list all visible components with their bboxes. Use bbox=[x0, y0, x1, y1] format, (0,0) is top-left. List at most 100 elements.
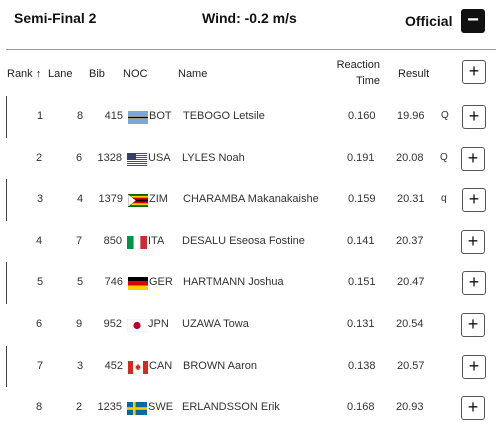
expand-row-button[interactable]: + bbox=[462, 354, 486, 379]
expand-row-button[interactable]: + bbox=[461, 312, 485, 337]
result-cell: 19.96 bbox=[397, 110, 425, 122]
expand-row-button[interactable]: + bbox=[462, 105, 486, 129]
lane-cell: 5 bbox=[77, 276, 84, 289]
table-row[interactable]: 7 3 452 CAN BROWN Aaron 0.138 20.57 + bbox=[6, 345, 500, 388]
lane-column-header: Lane bbox=[48, 68, 73, 80]
table-row[interactable]: 6 9 952 JPN UZAWA Towa 0.131 20.54 + bbox=[6, 304, 500, 346]
reaction-time-column-header: Reaction Time bbox=[336, 57, 380, 89]
table-row[interactable]: 2 6 1328 USA LYLES Noah 0.191 20.08 Q + bbox=[6, 138, 500, 180]
athlete-name-cell: TEBOGO Letsile bbox=[183, 110, 265, 122]
noc-cell: SWE bbox=[148, 401, 174, 414]
bib-cell: 1235 bbox=[97, 401, 122, 414]
reaction-time-cell: 0.168 bbox=[347, 401, 375, 414]
lane-cell: 8 bbox=[77, 110, 84, 122]
wind-reading: Wind: -0.2 m/s bbox=[202, 10, 297, 26]
rank-cell: 6 bbox=[36, 317, 43, 330]
result-column-header: Result bbox=[398, 68, 430, 80]
table-row[interactable]: 1 8 415 BOT TEBOGO Letsile 0.160 19.96 Q… bbox=[6, 96, 500, 138]
expand-row-button[interactable]: + bbox=[461, 146, 485, 171]
rank-cell: 4 bbox=[36, 234, 43, 247]
noc-cell: BOT bbox=[149, 110, 172, 122]
expand-row-button[interactable]: + bbox=[461, 396, 485, 421]
rank-cell: 8 bbox=[36, 401, 43, 414]
lane-cell: 2 bbox=[76, 401, 83, 414]
botswana-flag-icon bbox=[128, 111, 148, 124]
bib-cell: 850 bbox=[103, 234, 122, 247]
lane-cell: 9 bbox=[76, 317, 83, 330]
expand-row-button[interactable]: + bbox=[461, 229, 485, 254]
table-row[interactable]: 8 2 1235 SWE ERLANDSSON Erik 0.168 20.93… bbox=[6, 387, 500, 429]
reaction-header-line1: Reaction bbox=[336, 59, 380, 71]
bib-column-header: Bib bbox=[89, 68, 105, 80]
collapse-button[interactable]: − bbox=[461, 9, 485, 33]
result-cell: 20.31 bbox=[397, 193, 425, 206]
rank-cell: 7 bbox=[37, 359, 44, 372]
lane-cell: 3 bbox=[77, 359, 84, 372]
usa-flag-icon bbox=[127, 152, 147, 166]
lane-cell: 6 bbox=[76, 151, 83, 164]
bib-cell: 952 bbox=[103, 317, 122, 330]
rank-column-header[interactable]: Rank ↑ bbox=[7, 68, 42, 80]
reaction-time-cell: 0.151 bbox=[348, 276, 376, 289]
header-divider bbox=[6, 49, 496, 50]
lane-cell: 4 bbox=[77, 193, 84, 206]
bib-cell: 452 bbox=[104, 359, 123, 372]
japan-flag-icon bbox=[127, 318, 147, 332]
result-cell: 20.93 bbox=[396, 401, 424, 414]
table-row[interactable]: 4 7 850 ITA DESALU Eseosa Fostine 0.141 … bbox=[6, 221, 500, 263]
bib-cell: 415 bbox=[104, 110, 123, 122]
noc-cell: CAN bbox=[149, 359, 173, 372]
athlete-name-cell: UZAWA Towa bbox=[182, 317, 249, 330]
germany-flag-icon bbox=[128, 277, 148, 291]
noc-cell: ITA bbox=[148, 234, 165, 247]
result-cell: 20.54 bbox=[396, 317, 424, 330]
reaction-time-cell: 0.131 bbox=[347, 317, 375, 330]
athlete-name-cell: CHARAMBA Makanakaishe bbox=[183, 193, 319, 206]
result-cell: 20.08 bbox=[396, 151, 424, 164]
athlete-name-cell: HARTMANN Joshua bbox=[183, 276, 284, 289]
italy-flag-icon bbox=[127, 235, 147, 249]
bib-cell: 1379 bbox=[98, 193, 123, 206]
name-column-header: Name bbox=[178, 68, 208, 80]
reaction-time-cell: 0.160 bbox=[348, 110, 376, 122]
noc-column-header: NOC bbox=[123, 68, 148, 80]
rank-cell: 5 bbox=[37, 276, 44, 289]
table-row[interactable]: 3 4 1379 ZIM CHARAMBA Makanakaishe 0.159… bbox=[6, 179, 500, 221]
results-header: Semi-Final 2 Wind: -0.2 m/s Official − bbox=[0, 0, 500, 50]
athlete-name-cell: DESALU Eseosa Fostine bbox=[182, 234, 305, 247]
zimbabwe-flag-icon bbox=[128, 194, 148, 208]
reaction-time-cell: 0.191 bbox=[347, 151, 375, 164]
bib-cell: 1328 bbox=[97, 151, 122, 164]
lane-cell: 7 bbox=[76, 234, 83, 247]
result-cell: 20.57 bbox=[397, 359, 425, 372]
expand-row-button[interactable]: + bbox=[462, 188, 486, 213]
table-row[interactable]: 5 5 746 GER HARTMANN Joshua 0.151 20.47 … bbox=[6, 262, 500, 304]
athlete-name-cell: LYLES Noah bbox=[182, 151, 245, 164]
athlete-name-cell: BROWN Aaron bbox=[183, 359, 257, 372]
qualification-mark: q bbox=[441, 193, 447, 205]
canada-flag-icon bbox=[128, 360, 148, 374]
noc-cell: JPN bbox=[148, 317, 169, 330]
reaction-header-line2: Time bbox=[355, 75, 380, 87]
athlete-name-cell: ERLANDSSON Erik bbox=[182, 401, 280, 414]
expand-row-button[interactable]: + bbox=[462, 271, 486, 296]
result-cell: 20.47 bbox=[397, 276, 425, 289]
noc-cell: ZIM bbox=[149, 193, 168, 206]
qualification-mark: Q bbox=[440, 151, 448, 163]
rank-cell: 3 bbox=[37, 193, 44, 206]
noc-cell: USA bbox=[148, 151, 171, 164]
reaction-time-cell: 0.141 bbox=[347, 234, 375, 247]
qualification-mark: Q bbox=[441, 110, 449, 121]
table-header: Rank ↑ Lane Bib NOC Name Reaction Time R… bbox=[0, 52, 500, 94]
reaction-time-cell: 0.159 bbox=[348, 193, 376, 206]
sweden-flag-icon bbox=[127, 402, 147, 416]
results-table-body: 1 8 415 BOT TEBOGO Letsile 0.160 19.96 Q… bbox=[0, 96, 500, 429]
rank-cell: 1 bbox=[37, 110, 44, 122]
rank-cell: 2 bbox=[36, 151, 43, 164]
expand-all-button[interactable]: + bbox=[462, 60, 486, 84]
heat-title: Semi-Final 2 bbox=[14, 10, 97, 26]
bib-cell: 746 bbox=[104, 276, 123, 289]
result-cell: 20.37 bbox=[396, 234, 424, 247]
noc-cell: GER bbox=[149, 276, 173, 289]
official-status: Official bbox=[405, 13, 453, 29]
